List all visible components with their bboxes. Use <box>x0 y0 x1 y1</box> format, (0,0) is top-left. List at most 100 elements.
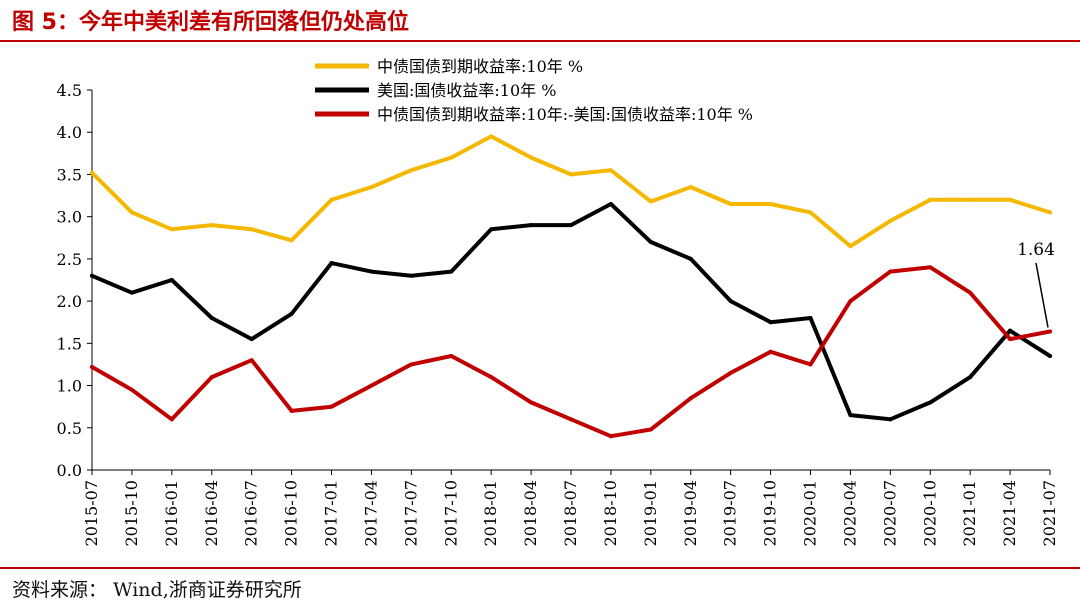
x-tick-label: 2018-04 <box>521 480 540 546</box>
data-point <box>369 383 374 388</box>
y-tick-label: 0.0 <box>57 461 82 480</box>
data-point <box>688 256 693 261</box>
x-tick-label: 2019-10 <box>761 480 780 546</box>
data-point <box>808 210 813 215</box>
data-point <box>608 168 613 173</box>
x-tick-label: 2019-07 <box>721 480 740 546</box>
data-point <box>289 311 294 316</box>
chart-annotation: 1.64 <box>1017 240 1055 328</box>
data-point <box>409 362 414 367</box>
series-layer <box>90 134 1052 439</box>
data-point <box>249 227 254 232</box>
data-point <box>489 227 494 232</box>
legend-label: 美国:国债收益率:10年 % <box>377 81 556 100</box>
data-point <box>968 197 973 202</box>
legend-label: 中债国债到期收益率:10年:-美国:国债收益率:10年 % <box>377 105 753 124</box>
data-point <box>569 417 573 422</box>
x-tick-label: 2021-01 <box>960 480 979 546</box>
data-point <box>449 354 454 358</box>
data-point <box>209 316 214 320</box>
y-tick-label: 4.5 <box>57 81 82 100</box>
x-tick-label: 2020-10 <box>920 480 939 546</box>
y-tick-label: 1.5 <box>57 334 82 353</box>
data-point <box>409 168 414 173</box>
x-tick-label: 2020-07 <box>880 480 899 546</box>
y-tick-label: 2.5 <box>57 250 82 269</box>
data-point <box>888 269 893 274</box>
data-point <box>768 320 773 325</box>
x-tick-label: 2021-07 <box>1040 480 1059 546</box>
data-point <box>1008 197 1013 202</box>
series-line <box>90 134 1052 249</box>
x-tick-label: 2016-01 <box>162 480 181 546</box>
annotation-label: 1.64 <box>1017 240 1055 260</box>
x-tick-label: 2018-01 <box>481 480 500 546</box>
data-point <box>249 358 254 363</box>
x-tick-label: 2017-01 <box>322 480 341 546</box>
series-1 <box>90 134 1052 249</box>
data-point <box>848 244 853 249</box>
data-point <box>848 413 853 418</box>
source-note: 资料来源： Wind,浙商证券研究所 <box>12 579 302 601</box>
data-point <box>489 134 494 139</box>
figure-title: 图 5：今年中美利差有所回落但仍处高位 <box>12 10 409 35</box>
data-point <box>369 185 374 190</box>
data-point <box>249 337 254 342</box>
data-point <box>728 202 733 206</box>
annotation-arrow <box>1035 262 1049 328</box>
x-tick-label: 2017-10 <box>441 480 460 546</box>
data-point <box>409 273 414 278</box>
data-point <box>369 269 374 274</box>
y-tick-label: 4.0 <box>57 123 82 142</box>
data-point <box>90 170 94 175</box>
x-tick-label: 2018-07 <box>561 480 580 546</box>
data-point <box>569 223 573 228</box>
data-point <box>169 417 174 422</box>
series-3 <box>90 265 1052 439</box>
data-point <box>329 404 334 409</box>
y-tick-label: 3.5 <box>57 165 82 184</box>
data-point <box>129 290 134 295</box>
x-tick-label: 2016-10 <box>282 480 301 546</box>
data-point <box>928 400 933 405</box>
x-tick-label: 2015-07 <box>82 480 101 546</box>
data-point <box>90 364 94 369</box>
y-tick-label: 2.0 <box>57 292 82 311</box>
title-divider <box>0 40 1080 42</box>
data-point <box>968 375 973 380</box>
x-tick-label: 2019-01 <box>641 480 660 546</box>
data-point <box>569 172 573 177</box>
data-point <box>129 210 134 215</box>
x-tick-label: 2017-04 <box>361 480 380 546</box>
data-point <box>928 197 933 202</box>
x-tick-label: 2017-07 <box>401 480 420 546</box>
data-point <box>489 375 494 380</box>
chart-axes: 0.0 0.5 1.0 1.5 2.0 2.5 3.0 3.5 4.0 4.5 2015-07 201… <box>57 81 1059 546</box>
legend-label: 中债国债到期收益率:10年 % <box>377 57 583 76</box>
chart-legend: 中债国债到期收益率:10年 % 美国:国债收益率:10年 % 中债国债到期收益率:1… <box>315 57 753 124</box>
data-point <box>209 375 214 380</box>
data-point <box>329 261 334 266</box>
data-point <box>449 155 454 160</box>
data-point <box>688 185 693 190</box>
data-point <box>1048 354 1052 358</box>
data-point <box>529 400 534 405</box>
data-point <box>968 290 973 295</box>
data-point <box>608 434 613 439</box>
source-divider <box>0 567 1080 569</box>
x-tick-label: 2020-04 <box>840 480 859 546</box>
x-tick-label: 2021-04 <box>1000 480 1019 546</box>
x-tick-label: 2020-01 <box>801 480 820 546</box>
data-point <box>129 387 134 392</box>
x-tick-label: 2015-10 <box>122 480 141 546</box>
data-point <box>1048 210 1052 215</box>
data-point <box>449 269 454 274</box>
data-point <box>1048 329 1052 334</box>
data-point <box>728 370 733 375</box>
series-2 <box>90 202 1052 422</box>
data-point <box>329 197 334 202</box>
data-point <box>888 417 893 422</box>
data-point <box>529 223 534 228</box>
x-tick-label: 2016-04 <box>202 480 221 546</box>
data-point <box>608 202 613 206</box>
